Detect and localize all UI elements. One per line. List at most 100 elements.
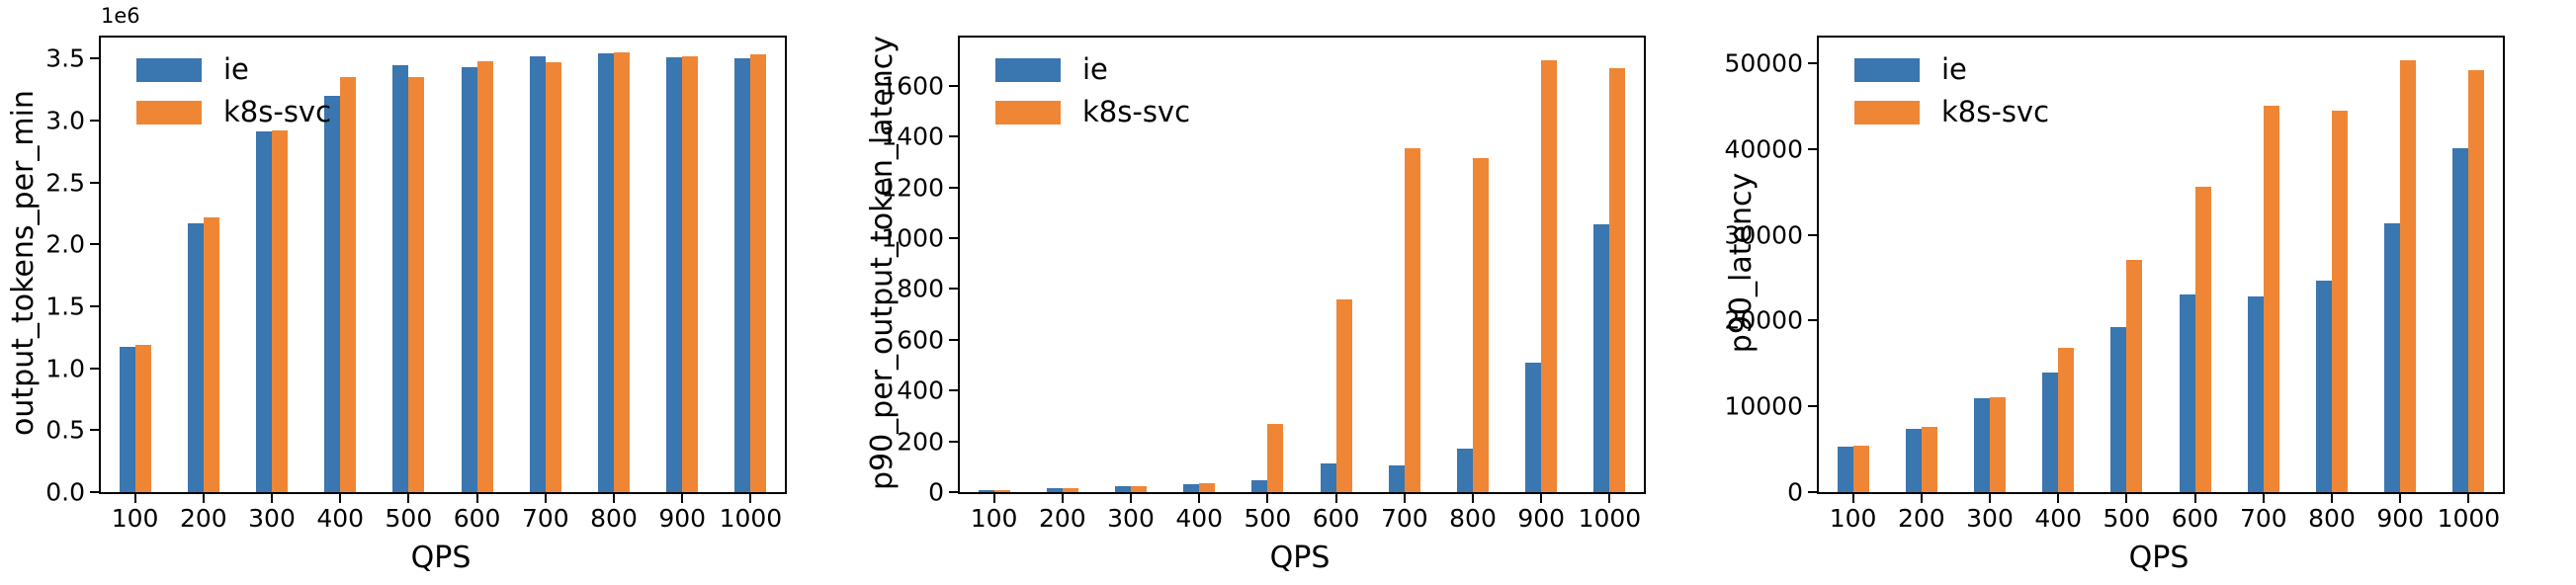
x-tick-mark xyxy=(1989,494,1991,503)
y-tick-label: 1200 xyxy=(881,173,944,203)
chart-panel-p90-per-output-token-latency: p90_per_output_token_latency 0 200 400 600 8… xyxy=(859,0,1718,585)
bar-k8s-svc-qps-900 xyxy=(682,55,699,492)
x-tick-mark xyxy=(613,494,615,503)
y-tick-mark xyxy=(90,367,99,370)
bar-ie-qps-800 xyxy=(1457,448,1473,492)
legend-label-k8s-svc: k8s-svc xyxy=(1941,95,2050,128)
bar-k8s-svc-qps-800 xyxy=(1473,158,1489,492)
y-tick-label: 400 xyxy=(897,376,944,405)
x-tick-mark xyxy=(1608,494,1611,503)
legend-item-k8s-svc: k8s-svc xyxy=(1854,98,2049,126)
x-tick-mark xyxy=(681,494,684,503)
y-tick-mark xyxy=(1808,491,1817,493)
bar-k8s-svc-qps-600 xyxy=(2194,187,2211,492)
x-tick-label: 100 xyxy=(970,504,1018,533)
bar-ie-qps-1000 xyxy=(1593,223,1610,492)
y-tick-label: 800 xyxy=(897,274,944,303)
x-tick-mark xyxy=(1920,494,1923,503)
y-tick-label: 0 xyxy=(1787,477,1803,507)
x-tick-mark xyxy=(202,494,205,503)
y-tick-mark xyxy=(1808,147,1817,150)
y-tick-mark xyxy=(949,389,958,392)
legend-item-ie: ie xyxy=(1854,55,2049,84)
bar-k8s-svc-qps-400 xyxy=(2058,348,2075,492)
y-tick-mark xyxy=(1808,62,1817,65)
bar-k8s-svc-qps-600 xyxy=(1335,298,1352,492)
x-tick-label: 300 xyxy=(1107,504,1155,533)
x-tick-mark xyxy=(133,494,136,503)
x-tick-mark xyxy=(339,494,342,503)
plot-area: 0 200 400 600 800 1000 1200 1400 1600 100 200 300 40… xyxy=(881,36,1646,531)
bar-ie-qps-400 xyxy=(324,95,341,492)
bar-ie-qps-500 xyxy=(392,64,409,492)
x-axis-label: QPS xyxy=(410,541,472,575)
y-tick-label: 30000 xyxy=(1724,220,1803,250)
y-tick-mark xyxy=(949,135,958,138)
x-tick-label: 600 xyxy=(1312,504,1360,533)
x-tick-label: 600 xyxy=(2171,504,2219,533)
bar-k8s-svc-qps-700 xyxy=(2263,106,2279,492)
x-tick-label: 800 xyxy=(2308,504,2356,533)
bar-k8s-svc-qps-500 xyxy=(408,77,425,492)
legend: ie k8s-svc xyxy=(1854,55,2049,126)
x-tick-label: 800 xyxy=(1449,504,1497,533)
legend-item-k8s-svc: k8s-svc xyxy=(995,98,1190,126)
x-tick-mark xyxy=(749,494,752,503)
x-tick-mark xyxy=(1130,494,1132,503)
bar-k8s-svc-qps-1000 xyxy=(1609,67,1626,492)
y-tick-mark xyxy=(1808,233,1817,236)
bar-k8s-svc-qps-500 xyxy=(1267,424,1284,492)
legend-label-k8s-svc: k8s-svc xyxy=(1082,95,1191,128)
y-tick-mark xyxy=(90,57,99,60)
bar-k8s-svc-qps-900 xyxy=(1541,60,1558,492)
y-tick-mark xyxy=(90,181,99,184)
x-tick-mark xyxy=(2331,494,2333,503)
y-tick-label: 0.5 xyxy=(45,415,85,445)
legend: ie k8s-svc xyxy=(995,55,1190,126)
x-tick-mark xyxy=(475,494,478,503)
y-tick-label: 0 xyxy=(928,477,944,507)
y-tick-label: 10000 xyxy=(1724,391,1803,421)
bar-ie-qps-400 xyxy=(1183,484,1200,492)
y-tick-label: 40000 xyxy=(1724,134,1803,164)
x-tick-mark xyxy=(2057,494,2060,503)
bar-ie-qps-800 xyxy=(2316,280,2332,492)
bar-k8s-svc-qps-800 xyxy=(614,52,630,492)
y-tick-mark xyxy=(949,84,958,87)
legend-swatch-k8s-svc xyxy=(995,100,1061,125)
bar-k8s-svc-qps-100 xyxy=(134,344,151,492)
bar-ie-qps-700 xyxy=(1388,465,1405,492)
bar-k8s-svc-qps-1000 xyxy=(750,53,767,492)
y-tick-label: 1600 xyxy=(881,71,944,101)
bar-k8s-svc-qps-100 xyxy=(993,489,1010,492)
x-tick-label: 700 xyxy=(521,504,569,533)
y-tick-label: 1400 xyxy=(881,122,944,151)
y-tick-label: 0.0 xyxy=(45,477,85,507)
y-tick-mark xyxy=(1808,319,1817,322)
x-tick-label: 500 xyxy=(2103,504,2151,533)
x-tick-label: 300 xyxy=(248,504,296,533)
bar-ie-qps-600 xyxy=(1320,463,1336,492)
legend-label-ie: ie xyxy=(1941,52,1967,86)
y-tick-label: 2.0 xyxy=(45,229,85,259)
plot-area: 0.0 0.5 1.0 1.5 2.0 2.5 3.0 3.5 100 200 300 400 500 6… xyxy=(45,36,787,531)
bar-ie-qps-100 xyxy=(119,347,135,492)
x-tick-label: 100 xyxy=(111,504,159,533)
legend-swatch-k8s-svc xyxy=(136,100,202,125)
x-tick-mark xyxy=(1334,494,1337,503)
bar-k8s-svc-qps-100 xyxy=(1852,446,1869,492)
legend-item-ie: ie xyxy=(995,55,1190,84)
x-tick-mark xyxy=(407,494,410,503)
bar-ie-qps-900 xyxy=(666,57,683,492)
x-tick-label: 1000 xyxy=(1578,504,1642,533)
x-tick-mark xyxy=(2467,494,2470,503)
x-tick-label: 400 xyxy=(2034,504,2083,533)
y-tick-label: 3.0 xyxy=(45,106,85,135)
y-axis-label: output_tokens_per_min xyxy=(6,90,41,436)
y-tick-mark xyxy=(949,440,958,443)
x-tick-mark xyxy=(2262,494,2265,503)
x-tick-label: 400 xyxy=(1175,504,1224,533)
x-tick-mark xyxy=(2399,494,2402,503)
bar-ie-qps-200 xyxy=(1046,488,1063,492)
bar-k8s-svc-qps-700 xyxy=(1404,147,1420,492)
